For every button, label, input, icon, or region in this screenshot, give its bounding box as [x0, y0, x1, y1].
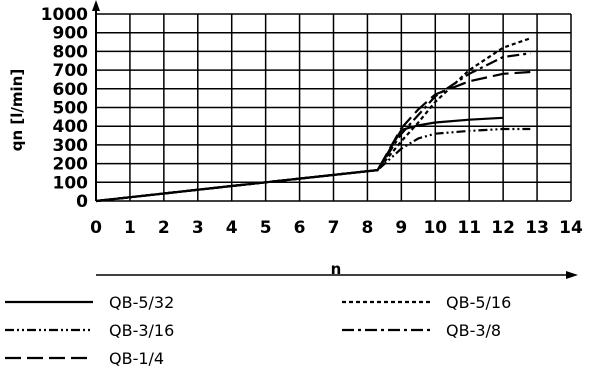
legend-item: QB-3/16 — [5, 319, 174, 341]
legend-item: QB-3/8 — [342, 319, 501, 341]
grid — [95, 13, 572, 202]
legend-item: QB-1/4 — [5, 347, 164, 369]
x-tick-label: 6 — [294, 218, 306, 238]
y-tick-label: 600 — [53, 80, 89, 100]
x-tick-label: 10 — [423, 218, 447, 238]
legend-item: QB-5/32 — [5, 291, 174, 313]
legend-item: QB-5/16 — [342, 291, 511, 313]
legend-label: QB-3/16 — [109, 320, 175, 340]
y-tick-label: 0 — [76, 192, 88, 212]
legend: QB-5/32 QB-5/16 QB-3/16 QB-3/8 QB-1/4 — [0, 287, 591, 377]
x-tick-label: 1 — [124, 218, 136, 238]
x-tick-label: 2 — [158, 218, 170, 238]
x-tick-label: 7 — [328, 218, 340, 238]
legend-label: QB-5/32 — [109, 292, 175, 312]
legend-swatch — [5, 356, 93, 360]
series-line-qb-1-4 — [95, 70, 531, 203]
legend-swatch — [5, 300, 93, 304]
x-tick-label: 11 — [457, 218, 481, 238]
x-tick-label: 14 — [559, 218, 583, 238]
legend-swatch — [342, 300, 430, 304]
x-tick-labels: 0 1 2 3 4 5 6 7 8 9 10 11 12 13 14 — [90, 218, 583, 238]
y-tick-label: 700 — [53, 61, 89, 81]
legend-label: QB-3/8 — [446, 320, 502, 340]
y-tick-label: 800 — [53, 42, 89, 62]
y-tick-label: 1000 — [41, 5, 88, 25]
y-tick-label: 100 — [53, 173, 89, 193]
x-tick-label: 8 — [362, 218, 374, 238]
axes — [92, 0, 578, 279]
x-tick-label: 12 — [491, 218, 515, 238]
x-axis-label: n — [331, 260, 342, 278]
y-tick-label: 900 — [53, 24, 89, 44]
x-direction-arrow — [566, 271, 578, 279]
legend-swatch — [342, 328, 430, 332]
y-tick-label: 500 — [53, 99, 89, 119]
x-tick-label: 5 — [260, 218, 272, 238]
legend-swatch — [5, 328, 93, 332]
line-chart: 0 1 2 3 4 5 6 7 8 9 10 11 12 13 14 0100200300400500600… — [8, 0, 583, 279]
series-lines — [95, 37, 531, 203]
x-tick-label: 9 — [395, 218, 407, 238]
series-line-qb-3-16 — [95, 127, 531, 203]
x-tick-label: 4 — [226, 218, 238, 238]
legend-label: QB-1/4 — [109, 348, 165, 368]
series-line-qb-3-8 — [95, 52, 531, 203]
x-tick-label: 3 — [192, 218, 204, 238]
y-tick-label: 400 — [53, 117, 89, 137]
y-axis-label: qn [l/min] — [8, 69, 26, 151]
x-tick-label: 0 — [90, 218, 102, 238]
y-tick-label: 200 — [53, 155, 89, 175]
y-axis-arrow — [92, 0, 100, 11]
x-tick-label: 13 — [525, 218, 549, 238]
y-tick-label: 300 — [53, 136, 89, 156]
legend-label: QB-5/16 — [446, 292, 512, 312]
